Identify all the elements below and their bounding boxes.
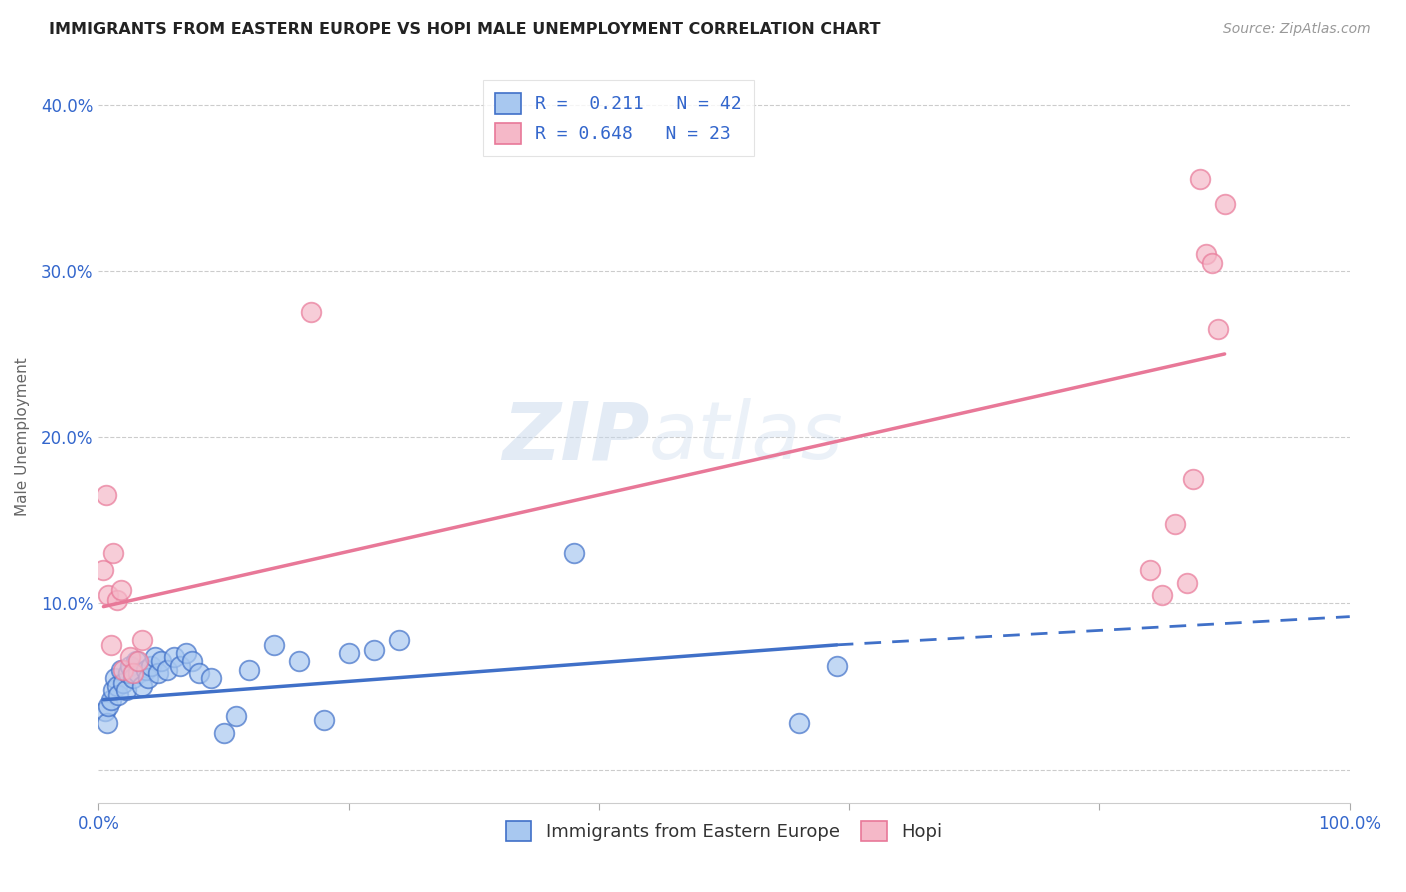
Point	[337, 646, 360, 660]
Point	[169, 659, 191, 673]
Point	[212, 726, 235, 740]
Point	[105, 680, 128, 694]
Point	[287, 655, 309, 669]
Point	[105, 593, 128, 607]
Point	[1175, 576, 1198, 591]
Point	[122, 666, 145, 681]
Text: IMMIGRANTS FROM EASTERN EUROPE VS HOPI MALE UNEMPLOYMENT CORRELATION CHART: IMMIGRANTS FROM EASTERN EUROPE VS HOPI M…	[49, 22, 880, 37]
Point	[263, 638, 285, 652]
Point	[112, 676, 135, 690]
Point	[135, 663, 157, 677]
Point	[143, 649, 166, 664]
Point	[117, 666, 139, 681]
Point	[112, 663, 135, 677]
Text: Source: ZipAtlas.com: Source: ZipAtlas.com	[1223, 22, 1371, 37]
Point	[312, 713, 335, 727]
Point	[150, 655, 173, 669]
Point	[225, 709, 247, 723]
Text: atlas: atlas	[650, 398, 844, 476]
Point	[148, 666, 170, 681]
Point	[1163, 516, 1185, 531]
Point	[94, 488, 117, 502]
Point	[127, 666, 149, 681]
Point	[96, 716, 118, 731]
Point	[138, 671, 160, 685]
Point	[238, 663, 260, 677]
Point	[122, 671, 145, 685]
Point	[1213, 197, 1236, 211]
Point	[118, 649, 141, 664]
Point	[825, 659, 848, 673]
Point	[787, 716, 810, 731]
Point	[562, 546, 585, 560]
Point	[174, 646, 197, 660]
Point	[139, 659, 162, 673]
Point	[110, 663, 132, 677]
Point	[181, 655, 204, 669]
Point	[162, 649, 184, 664]
Point	[125, 655, 148, 669]
Point	[107, 688, 129, 702]
Point	[103, 546, 125, 560]
Point	[118, 659, 141, 673]
Point	[1150, 588, 1173, 602]
Point	[187, 666, 209, 681]
Point	[115, 682, 138, 697]
Point	[93, 563, 115, 577]
Point	[156, 663, 179, 677]
Point	[127, 655, 149, 669]
Point	[103, 682, 125, 697]
Point	[93, 705, 115, 719]
Point	[131, 632, 153, 647]
Point	[1188, 172, 1211, 186]
Point	[104, 671, 127, 685]
Text: ZIP: ZIP	[502, 398, 650, 476]
Point	[100, 638, 122, 652]
Point	[97, 588, 120, 602]
Point	[388, 632, 411, 647]
Y-axis label: Male Unemployment: Male Unemployment	[15, 358, 30, 516]
Point	[200, 671, 222, 685]
Point	[1139, 563, 1161, 577]
Point	[1182, 472, 1205, 486]
Point	[97, 699, 120, 714]
Point	[1201, 255, 1223, 269]
Point	[131, 680, 153, 694]
Point	[1195, 247, 1218, 261]
Point	[110, 582, 132, 597]
Point	[363, 643, 385, 657]
Legend: Immigrants from Eastern Europe, Hopi: Immigrants from Eastern Europe, Hopi	[499, 814, 949, 848]
Point	[1208, 322, 1230, 336]
Point	[100, 692, 122, 706]
Point	[299, 305, 322, 319]
